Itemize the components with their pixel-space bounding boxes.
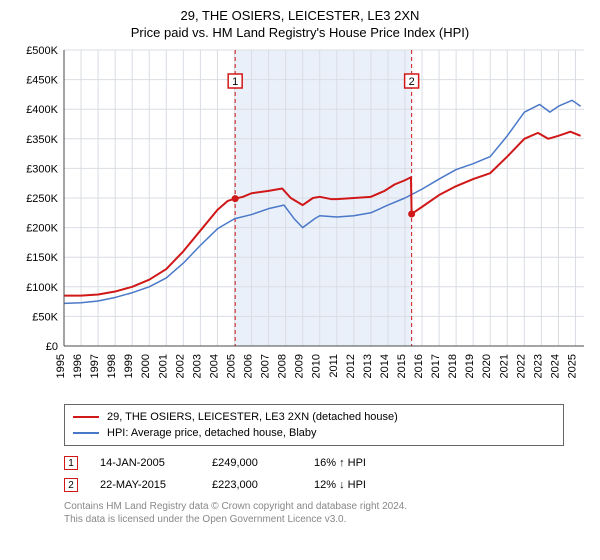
svg-text:£100K: £100K (26, 282, 58, 294)
svg-text:2019: 2019 (464, 354, 476, 378)
svg-text:2022: 2022 (515, 354, 527, 378)
svg-text:2007: 2007 (260, 354, 272, 378)
svg-text:£250K: £250K (26, 193, 58, 205)
svg-text:2010: 2010 (311, 354, 323, 378)
transaction-hpi: 16% ↑ HPI (314, 457, 394, 469)
svg-text:2017: 2017 (430, 354, 442, 378)
svg-text:2002: 2002 (174, 354, 186, 378)
chart-svg: £0 £50K £100K £150K £200K £250K £300K £350K £400… (12, 46, 588, 396)
svg-text:£300K: £300K (26, 163, 58, 175)
svg-text:2020: 2020 (481, 354, 493, 378)
svg-text:2023: 2023 (532, 354, 544, 378)
svg-text:2009: 2009 (294, 354, 306, 378)
svg-text:1996: 1996 (72, 354, 84, 378)
svg-text:1995: 1995 (55, 354, 67, 378)
svg-text:£150K: £150K (26, 252, 58, 264)
svg-text:£0: £0 (46, 341, 58, 353)
legend-item: HPI: Average price, detached house, Blab… (73, 425, 555, 441)
svg-text:2011: 2011 (328, 354, 340, 378)
svg-text:2004: 2004 (208, 354, 220, 378)
legend-label: 29, THE OSIERS, LEICESTER, LE3 2XN (deta… (107, 411, 398, 423)
svg-text:2001: 2001 (157, 354, 169, 378)
page-title: 29, THE OSIERS, LEICESTER, LE3 2XN (12, 8, 588, 23)
footnote: Contains HM Land Registry data © Crown c… (64, 500, 588, 526)
svg-text:2008: 2008 (277, 354, 289, 378)
svg-text:£400K: £400K (26, 104, 58, 116)
svg-text:2012: 2012 (345, 354, 357, 378)
svg-text:2021: 2021 (498, 354, 510, 378)
svg-text:1999: 1999 (123, 354, 135, 378)
table-row: 2 22-MAY-2015 £223,000 12% ↓ HPI (64, 474, 588, 496)
svg-text:2006: 2006 (243, 354, 255, 378)
svg-text:2025: 2025 (566, 354, 578, 378)
svg-text:2013: 2013 (362, 354, 374, 378)
table-row: 1 14-JAN-2005 £249,000 16% ↑ HPI (64, 452, 588, 474)
transaction-price: £249,000 (212, 457, 292, 469)
svg-text:2005: 2005 (225, 354, 237, 378)
legend-item: 29, THE OSIERS, LEICESTER, LE3 2XN (deta… (73, 409, 555, 425)
chart-legend: 29, THE OSIERS, LEICESTER, LE3 2XN (deta… (64, 404, 564, 446)
svg-text:£350K: £350K (26, 134, 58, 146)
svg-text:1998: 1998 (106, 354, 118, 378)
svg-text:2: 2 (409, 76, 415, 88)
transaction-hpi: 12% ↓ HPI (314, 479, 394, 491)
svg-text:£50K: £50K (32, 311, 58, 323)
svg-text:2000: 2000 (140, 354, 152, 378)
svg-text:2016: 2016 (413, 354, 425, 378)
svg-text:1997: 1997 (89, 354, 101, 378)
svg-text:2018: 2018 (447, 354, 459, 378)
transaction-price: £223,000 (212, 479, 292, 491)
svg-text:£200K: £200K (26, 223, 58, 235)
legend-swatch (73, 416, 99, 418)
transaction-marker: 2 (64, 478, 78, 492)
legend-swatch (73, 432, 99, 434)
svg-text:£450K: £450K (26, 75, 58, 87)
svg-text:£500K: £500K (26, 46, 58, 57)
transaction-date: 14-JAN-2005 (100, 457, 190, 469)
page-subtitle: Price paid vs. HM Land Registry's House … (12, 25, 588, 40)
legend-label: HPI: Average price, detached house, Blab… (107, 427, 317, 439)
svg-text:2003: 2003 (191, 354, 203, 378)
svg-text:1: 1 (232, 76, 238, 88)
svg-text:2014: 2014 (379, 354, 391, 378)
transaction-date: 22-MAY-2015 (100, 479, 190, 491)
svg-text:2015: 2015 (396, 354, 408, 378)
price-chart: £0 £50K £100K £150K £200K £250K £300K £350K £400… (12, 46, 588, 396)
footnote-line: This data is licensed under the Open Gov… (64, 513, 588, 526)
footnote-line: Contains HM Land Registry data © Crown c… (64, 500, 588, 513)
transaction-marker: 1 (64, 456, 78, 470)
svg-text:2024: 2024 (549, 354, 561, 378)
transaction-table: 1 14-JAN-2005 £249,000 16% ↑ HPI 2 22-MAY-201… (64, 452, 588, 496)
